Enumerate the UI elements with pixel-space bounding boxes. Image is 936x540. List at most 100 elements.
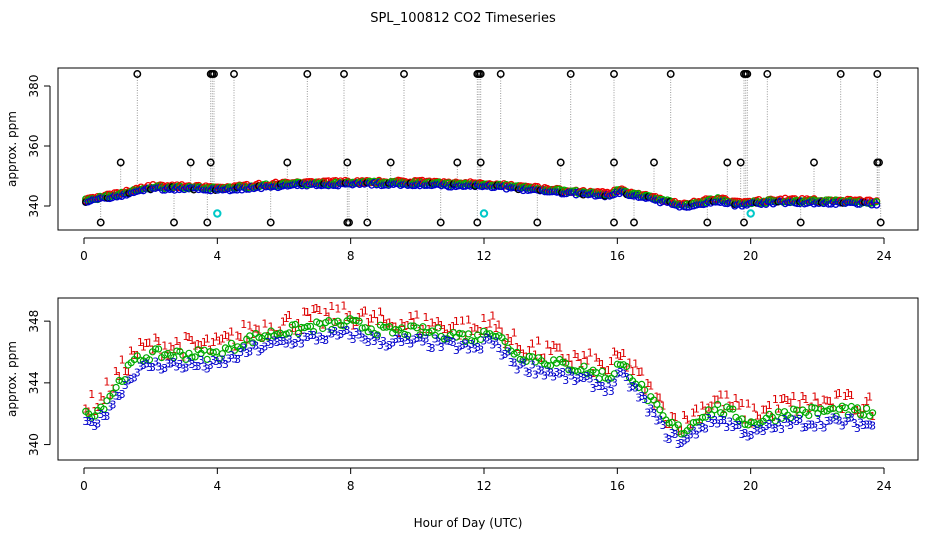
- series-1-point: 1: [672, 411, 679, 424]
- series-2-point: [668, 418, 676, 426]
- series-1-point: 1: [656, 392, 663, 405]
- series-2-point: [203, 355, 211, 363]
- spike-point-low: [363, 218, 372, 227]
- series-1-point: 1: [192, 340, 199, 353]
- series-2-point: [741, 420, 749, 428]
- series-3-point: 3: [404, 334, 411, 347]
- series-3-point: 3: [726, 416, 733, 429]
- series-1-point: 1: [626, 356, 633, 369]
- cyan-point: [746, 209, 755, 218]
- x-tick-label: 20: [743, 249, 758, 263]
- series-2-point: [246, 332, 254, 340]
- series-3-point: 3: [313, 334, 320, 347]
- y-tick-label: 360: [27, 135, 41, 158]
- series-1-point: 1: [365, 316, 372, 329]
- series-3-point: 3: [283, 337, 290, 350]
- series-3-point: 3: [277, 335, 284, 348]
- series-3-point: 3: [113, 389, 120, 402]
- series-1-point: 1: [252, 323, 259, 336]
- series-2-point: [862, 404, 871, 412]
- series-1-point: 1: [310, 303, 317, 316]
- series-3-point: 3: [647, 403, 654, 416]
- y-tick-label: 348: [27, 310, 41, 333]
- series-3-point: 3: [301, 331, 308, 344]
- series-3-point: 3: [201, 361, 208, 374]
- x-tick-label: 0: [80, 249, 88, 263]
- spike-point-low: [170, 218, 178, 227]
- series-3-point: 3: [550, 371, 557, 384]
- series-3-point: 3: [526, 367, 533, 380]
- series-3-point: 3: [386, 339, 393, 352]
- series-1-point: 1: [581, 349, 588, 362]
- series-3-point: 3: [663, 432, 670, 445]
- series-1-point: 1: [140, 340, 147, 353]
- series-3-point: 3: [811, 422, 818, 435]
- series-3-point: 3: [848, 411, 855, 424]
- series-1-point: 1: [550, 339, 557, 352]
- series-3-point: 3: [775, 417, 782, 430]
- series-3-point: 3: [808, 419, 815, 432]
- series-1-point: 1: [158, 351, 165, 364]
- series-3-point: 3: [219, 353, 226, 366]
- series-2-point: [777, 414, 786, 422]
- x-tick-label: 12: [476, 479, 491, 493]
- series-3-point: 3: [164, 358, 171, 371]
- series-2-point: [401, 330, 409, 338]
- series-3-point: 3: [441, 334, 448, 347]
- series-3-point: 3: [608, 385, 615, 398]
- series-3-point: 3: [328, 328, 335, 341]
- series-1-point: 1: [541, 351, 548, 364]
- series-2-point: [610, 370, 619, 378]
- series-1-point: 1: [374, 315, 381, 328]
- series-1-point: 1: [179, 350, 186, 363]
- spike-point-high: [303, 70, 312, 78]
- series-3-point: 3: [85, 415, 92, 428]
- series-3-point: 3: [237, 346, 244, 359]
- spike-point-mid: [283, 158, 292, 167]
- series-1-point: 1: [848, 389, 855, 402]
- series-3-point: 3: [340, 325, 347, 338]
- series-2-point: [653, 400, 661, 408]
- series-1-point: 1: [851, 404, 858, 417]
- series-3-point: 3: [255, 345, 262, 358]
- series-3-point: 3: [629, 380, 636, 393]
- series-3-point: 3: [720, 414, 727, 427]
- series-3-point: 3: [577, 371, 584, 384]
- series-2-point: [714, 400, 722, 409]
- series-1-point: 1: [735, 400, 742, 413]
- series-3-point: 3: [839, 419, 846, 432]
- series-3-point: 3: [556, 368, 563, 381]
- series-1-point: 1: [787, 396, 794, 409]
- series-3-point: 3: [295, 332, 302, 345]
- series-3-point: 3: [225, 353, 232, 366]
- series-3-point: 3: [520, 356, 527, 369]
- series-3-point: 3: [568, 369, 575, 382]
- y-tick-label: 340: [27, 195, 41, 218]
- series-3-point: 3: [331, 325, 338, 338]
- series-1-point: 1: [681, 409, 688, 422]
- series-1-point: 1: [462, 330, 469, 343]
- series-1-point: 1: [201, 336, 208, 349]
- series-1-point: 1: [277, 324, 284, 337]
- series-3-point: 3: [307, 329, 314, 342]
- blue-point: [872, 201, 881, 209]
- series-1-point: 1: [845, 387, 852, 400]
- series-3-point: 3: [620, 368, 627, 381]
- series-1-point: 1: [547, 345, 554, 358]
- series-1-point: 1: [498, 326, 505, 339]
- series-1-point: 1: [377, 306, 384, 319]
- series-1-point: 1: [137, 336, 144, 349]
- series-2-point: [677, 430, 685, 438]
- series-1-point: 1: [453, 315, 460, 328]
- series-2-point: [638, 380, 646, 388]
- series-2-point: [853, 404, 862, 412]
- cyan-point: [213, 209, 222, 218]
- series-1-point: 1: [103, 376, 110, 389]
- series-3-point: 3: [271, 335, 278, 348]
- series-3-point: 3: [827, 415, 834, 428]
- series-2-point: [170, 353, 178, 362]
- series-1-point: 1: [407, 310, 414, 323]
- series-3-point: 3: [672, 428, 679, 441]
- series-2-point: [464, 330, 473, 338]
- spike-point-high: [340, 70, 348, 78]
